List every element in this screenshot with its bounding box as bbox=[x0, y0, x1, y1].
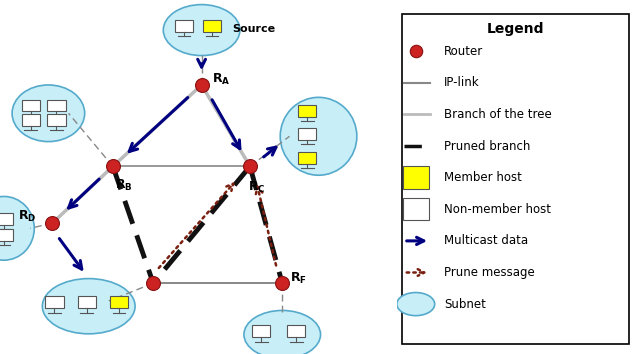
FancyBboxPatch shape bbox=[403, 166, 429, 189]
FancyBboxPatch shape bbox=[403, 198, 429, 220]
Point bbox=[196, 82, 207, 88]
Text: Pruned branch: Pruned branch bbox=[444, 139, 531, 153]
FancyBboxPatch shape bbox=[298, 152, 316, 164]
FancyBboxPatch shape bbox=[45, 296, 63, 308]
Text: IP-link: IP-link bbox=[444, 76, 480, 89]
FancyBboxPatch shape bbox=[0, 213, 13, 225]
Text: Member host: Member host bbox=[444, 171, 522, 184]
Point bbox=[47, 220, 58, 226]
FancyBboxPatch shape bbox=[47, 100, 65, 112]
Text: $\mathbf{R_B}$: $\mathbf{R_B}$ bbox=[115, 178, 132, 194]
FancyBboxPatch shape bbox=[287, 325, 305, 337]
Text: $\mathbf{R_D}$: $\mathbf{R_D}$ bbox=[18, 209, 36, 224]
Text: $\mathbf{R_C}$: $\mathbf{R_C}$ bbox=[248, 179, 266, 195]
Point bbox=[411, 48, 421, 54]
Ellipse shape bbox=[12, 85, 84, 142]
Ellipse shape bbox=[244, 310, 321, 354]
Point bbox=[108, 164, 118, 169]
FancyBboxPatch shape bbox=[22, 114, 40, 126]
Text: Source: Source bbox=[232, 24, 275, 34]
Text: Router: Router bbox=[444, 45, 483, 58]
Text: $\mathbf{R_A}$: $\mathbf{R_A}$ bbox=[212, 72, 230, 87]
Text: Subnet: Subnet bbox=[444, 298, 486, 310]
Text: Non-member host: Non-member host bbox=[444, 203, 551, 216]
FancyBboxPatch shape bbox=[298, 105, 316, 117]
FancyBboxPatch shape bbox=[47, 114, 65, 126]
Ellipse shape bbox=[0, 196, 35, 260]
Point bbox=[245, 164, 255, 169]
Ellipse shape bbox=[397, 292, 435, 316]
FancyBboxPatch shape bbox=[175, 20, 193, 32]
FancyBboxPatch shape bbox=[203, 20, 221, 32]
FancyBboxPatch shape bbox=[110, 296, 128, 308]
Point bbox=[277, 280, 287, 286]
Text: Branch of the tree: Branch of the tree bbox=[444, 108, 552, 121]
Text: Multicast data: Multicast data bbox=[444, 234, 528, 247]
FancyBboxPatch shape bbox=[22, 100, 40, 112]
FancyBboxPatch shape bbox=[0, 229, 13, 241]
FancyBboxPatch shape bbox=[252, 325, 270, 337]
Text: Prune message: Prune message bbox=[444, 266, 535, 279]
FancyBboxPatch shape bbox=[298, 128, 316, 140]
Text: Legend: Legend bbox=[486, 22, 544, 36]
FancyBboxPatch shape bbox=[401, 14, 629, 343]
Ellipse shape bbox=[163, 5, 240, 56]
FancyBboxPatch shape bbox=[77, 296, 96, 308]
Text: $\mathbf{R_F}$: $\mathbf{R_F}$ bbox=[291, 270, 307, 286]
Point bbox=[148, 280, 158, 286]
Ellipse shape bbox=[280, 97, 357, 175]
Ellipse shape bbox=[42, 279, 135, 334]
